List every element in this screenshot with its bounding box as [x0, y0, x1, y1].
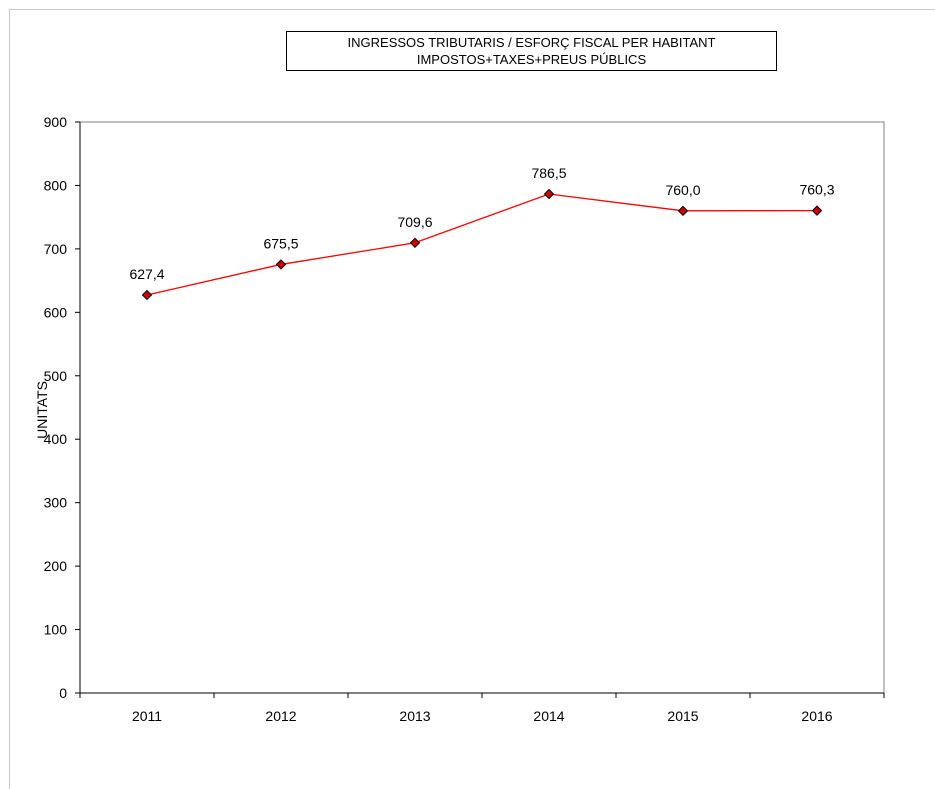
data-point-marker [811, 205, 823, 216]
series-line [146, 193, 818, 296]
data-label: 760,3 [799, 182, 834, 198]
data-label: 627,4 [129, 266, 164, 282]
data-point-marker [677, 205, 689, 217]
y-tick-label: 300 [44, 495, 68, 511]
data-label: 709,6 [397, 214, 432, 230]
data-label: 786,5 [531, 165, 566, 181]
chart-subtitle: IMPOSTOS+TAXES+PREUS PÚBLICS [416, 52, 647, 67]
y-tick-label: 0 [59, 685, 67, 701]
axes [79, 122, 884, 694]
chart-title: INGRESSOS TRIBUTARIS / ESFORÇ FISCAL PER… [347, 35, 716, 50]
data-label: 760,0 [665, 182, 700, 198]
x-tick-label: 2014 [533, 708, 564, 724]
x-tick-label: 2011 [132, 708, 162, 724]
x-tick-label: 2015 [667, 708, 698, 724]
y-tick-label: 600 [44, 304, 68, 320]
data-point-marker [409, 237, 421, 249]
data-point-marker [141, 289, 153, 301]
data-point-marker [543, 188, 555, 200]
y-tick-label: 100 [44, 622, 68, 638]
plot-area [79, 121, 885, 694]
data-point-marker [275, 259, 287, 270]
chart-frame [9, 9, 935, 789]
x-axis-ticks: 2011 2012 2013 2014 2015 2016 [79, 693, 885, 724]
x-tick-label: 2012 [265, 708, 296, 724]
y-axis-ticks: 0 100 200 300 400 500 600 700 800 900 [44, 114, 80, 701]
y-tick-label: 800 [44, 177, 68, 193]
y-tick-label: 500 [44, 368, 68, 384]
data-label: 675,5 [263, 235, 298, 251]
y-axis-label: UNITATS [34, 381, 50, 439]
x-tick-label: 2013 [399, 708, 430, 724]
y-tick-label: 900 [44, 114, 68, 130]
y-tick-label: 400 [44, 431, 68, 447]
chart-title-box: INGRESSOS TRIBUTARIS / ESFORÇ FISCAL PER… [286, 31, 777, 71]
series-layer [141, 188, 823, 301]
x-tick-label: 2016 [801, 708, 832, 724]
y-tick-label: 700 [44, 241, 68, 257]
y-tick-label: 200 [44, 558, 68, 574]
data-labels: 627,4 675,5 709,6 786,5 760,0 760,3 [129, 165, 834, 282]
